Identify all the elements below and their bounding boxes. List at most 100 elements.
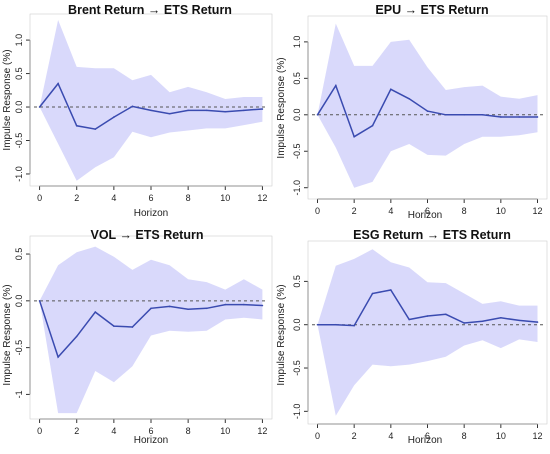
plot-frame xyxy=(29,13,273,187)
plot-frame xyxy=(307,240,548,425)
panel-epu: 0 2 4 6 8 10 12 -1.0 -0.5 0.0 0.5 1.0 EPU → ETS Retu… xyxy=(275,0,550,225)
x-tick-label: 4 xyxy=(111,426,116,436)
chart-title: ESG Return → ETS Return xyxy=(353,228,511,242)
x-tick-label: 0 xyxy=(37,193,42,203)
response-point xyxy=(205,109,208,112)
panel-vol: 0 2 4 6 8 10 12 -1 -0.5 0.0 0.5 VOL → ETS Return Hor… xyxy=(0,225,275,449)
response-point xyxy=(390,289,392,291)
y-tick-label: -0.5 xyxy=(14,133,24,149)
y-tick-label: -1.0 xyxy=(292,180,302,196)
confidence-band xyxy=(317,23,538,188)
response-point xyxy=(463,322,465,324)
response-point xyxy=(500,116,502,118)
x-tick-label: 8 xyxy=(186,426,191,436)
chart-epu: 0 2 4 6 8 10 12 -1.0 -0.5 0.0 0.5 1.0 EPU → ETS Retu… xyxy=(276,3,548,221)
x-tick-label: 0 xyxy=(315,431,320,441)
y-tick-label: 0.5 xyxy=(292,275,302,288)
panel-esg: 0 2 4 6 8 10 12 -1.0 -0.5 0.0 0.5 ESG Return → ETS … xyxy=(275,225,550,449)
y-axis-label: Impulse Response (%) xyxy=(276,57,287,158)
y-tick-label: 0.5 xyxy=(14,67,24,80)
response-point xyxy=(371,292,374,295)
y-tick-label: 1.0 xyxy=(14,34,24,47)
response-point xyxy=(353,324,355,327)
x-tick-label: 6 xyxy=(425,206,430,216)
response-point xyxy=(261,108,264,110)
x-tick-label: 12 xyxy=(532,206,542,216)
response-point xyxy=(168,305,171,308)
response-point xyxy=(426,110,429,112)
x-tick-label: 2 xyxy=(74,426,79,436)
chart-title: VOL → ETS Return xyxy=(91,228,204,242)
response-point xyxy=(113,116,115,118)
confidence-band xyxy=(39,20,263,181)
x-tick-label: 4 xyxy=(388,431,393,441)
response-point xyxy=(261,304,264,307)
y-tick-label: -1 xyxy=(14,390,24,398)
x-tick-label: 10 xyxy=(220,426,230,436)
x-tick-label: 8 xyxy=(462,206,467,216)
x-tick-label: 2 xyxy=(352,431,357,441)
x-tick-label: 2 xyxy=(74,193,79,203)
chart-title: EPU → ETS Return xyxy=(375,3,488,17)
response-point xyxy=(463,113,465,116)
response-point xyxy=(38,106,41,108)
response-point xyxy=(353,135,355,138)
y-tick-label: 0.0 xyxy=(14,101,24,114)
response-point xyxy=(316,113,319,116)
plot-frame xyxy=(307,15,548,200)
response-point xyxy=(75,124,78,127)
plot-frame xyxy=(29,235,273,420)
response-point xyxy=(408,97,410,100)
response-point xyxy=(481,320,484,323)
y-tick-label: -1.0 xyxy=(292,404,302,420)
response-point xyxy=(150,109,152,112)
response-point xyxy=(205,307,208,310)
response-point xyxy=(518,116,520,118)
response-point xyxy=(113,325,115,327)
response-point xyxy=(536,321,539,323)
response-point xyxy=(57,356,59,358)
response-point xyxy=(187,308,189,311)
x-tick-label: 10 xyxy=(496,206,506,216)
y-axis-label: Impulse Response (%) xyxy=(2,49,13,150)
x-tick-label: 10 xyxy=(220,193,230,203)
response-point xyxy=(150,307,152,310)
response-point xyxy=(224,110,227,113)
panel-brent: 0 2 4 6 8 10 12 -1.0 -0.5 0.0 0.5 1.0 Brent Return →… xyxy=(0,0,275,225)
x-tick-label: 0 xyxy=(37,426,42,436)
response-point xyxy=(536,116,539,118)
x-axis-label: Horizon xyxy=(408,435,442,446)
response-point xyxy=(131,105,134,108)
response-point xyxy=(390,88,392,91)
confidence-band xyxy=(317,249,538,416)
x-tick-label: 0 xyxy=(315,206,320,216)
x-tick-label: 6 xyxy=(425,431,430,441)
response-point xyxy=(243,303,245,306)
x-tick-label: 8 xyxy=(186,193,191,203)
response-point xyxy=(243,109,245,112)
response-point xyxy=(426,315,429,317)
x-tick-label: 2 xyxy=(352,206,357,216)
x-axis-label: Horizon xyxy=(134,208,168,219)
response-point xyxy=(500,316,502,319)
response-point xyxy=(187,109,189,112)
chart-title: Brent Return → ETS Return xyxy=(68,3,232,17)
response-point xyxy=(371,124,374,127)
x-tick-label: 12 xyxy=(257,426,267,436)
response-point xyxy=(38,300,41,302)
response-point xyxy=(481,113,484,116)
response-point xyxy=(94,311,97,313)
x-axis-label: Horizon xyxy=(408,210,442,221)
x-tick-label: 10 xyxy=(496,431,506,441)
chart-brent: 0 2 4 6 8 10 12 -1.0 -0.5 0.0 0.5 1.0 Brent Return →… xyxy=(2,3,273,219)
x-tick-label: 6 xyxy=(148,426,153,436)
confidence-band xyxy=(39,246,263,414)
response-point xyxy=(445,313,447,316)
y-tick-label: 0.0 xyxy=(292,318,302,331)
y-tick-label: 0.0 xyxy=(292,109,302,122)
response-point xyxy=(335,84,337,87)
response-point xyxy=(445,113,447,116)
y-tick-label: 1.0 xyxy=(292,36,302,49)
x-tick-label: 8 xyxy=(462,431,467,441)
y-tick-label: -1.0 xyxy=(14,166,24,182)
